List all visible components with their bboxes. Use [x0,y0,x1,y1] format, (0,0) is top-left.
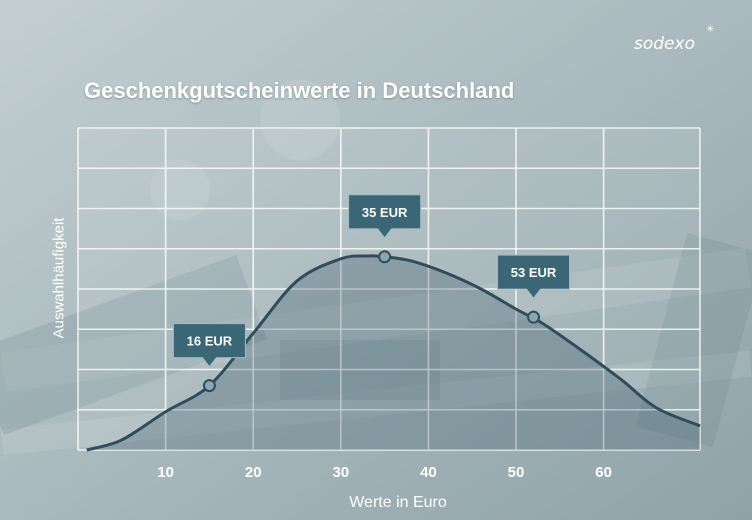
x-tick-label: 40 [420,464,437,481]
x-tick-label: 20 [245,464,262,481]
callout-box [497,254,571,299]
logo-star-icon: ✳ [706,24,715,35]
x-tick-label: 50 [508,464,525,481]
callout-box [172,323,246,368]
data-point-marker [527,310,541,324]
series-area-fill [86,255,701,450]
callout-label: 53 EUR [511,265,557,280]
callout: 35 EUR [348,194,422,239]
y-axis-label: Auswahlhäufigkeit [50,217,68,339]
callout-box [348,194,422,239]
callout-label: 16 EUR [187,334,233,349]
sodexo-logo: sodexo [634,34,695,54]
data-point-marker [202,379,216,393]
x-axis-label: Werte in Euro [349,494,447,511]
callout: 53 EUR [497,254,571,299]
x-tick-label: 60 [595,464,612,481]
x-tick-label: 30 [332,464,349,481]
data-point-marker [378,250,392,264]
chart-title: Geschenkgutscheinwerte in Deutschland [84,78,515,103]
callout: 16 EUR [172,323,246,368]
x-tick-label: 10 [157,464,174,481]
callout-label: 35 EUR [362,205,408,220]
